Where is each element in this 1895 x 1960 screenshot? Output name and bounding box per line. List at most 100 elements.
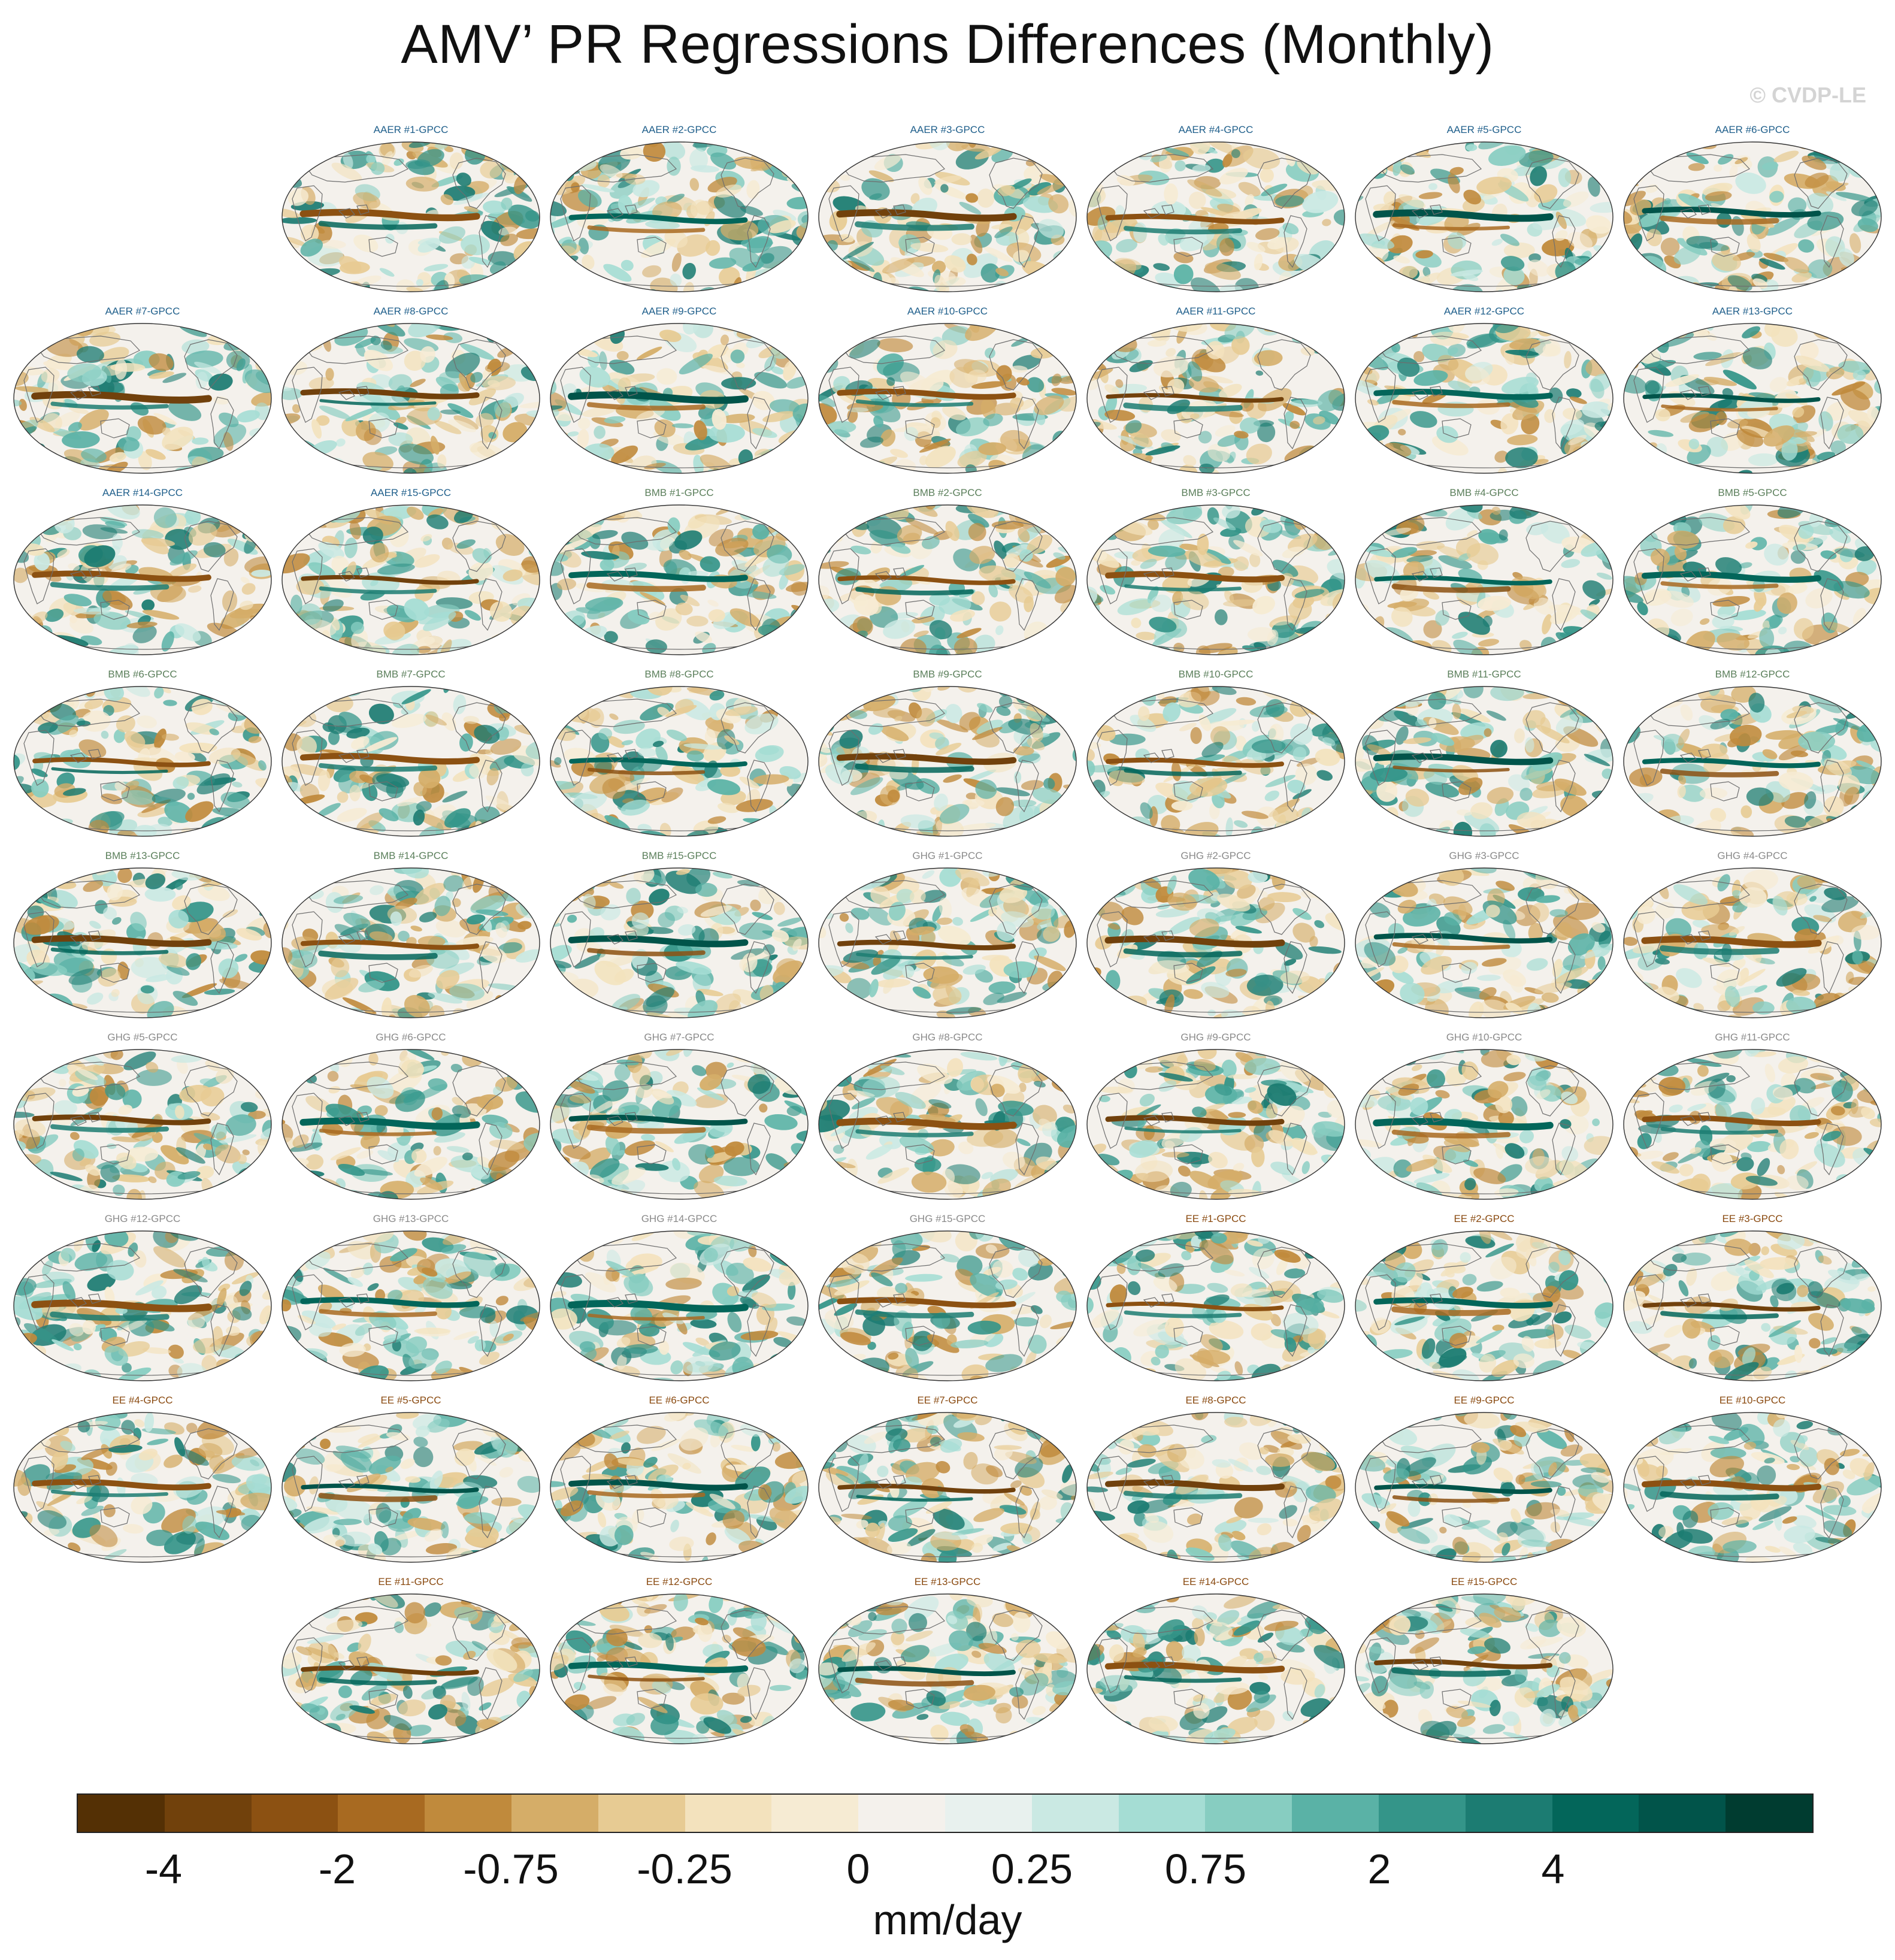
precip-regression-map: [818, 504, 1077, 655]
map-panel: AAER #12-GPCC: [1352, 305, 1616, 479]
precip-regression-map: [281, 504, 540, 655]
panel-label: GHG #3-GPCC: [1449, 850, 1519, 861]
map-panel: GHG #13-GPCC: [279, 1212, 543, 1386]
precip-regression-map: [1623, 1230, 1882, 1381]
colorbar-box: [1465, 1795, 1552, 1832]
panel-label: GHG #15-GPCC: [909, 1213, 986, 1224]
panel-label: BMB #8-GPCC: [644, 669, 714, 680]
precip-regression-map: [550, 1049, 809, 1200]
map-panel: BMB #13-GPCC: [11, 849, 274, 1023]
colorbar-tick-label: 4: [1541, 1846, 1565, 1892]
colorbar: [77, 1793, 1814, 1833]
map-panel: BMB #1-GPCC: [547, 486, 811, 660]
precip-regression-map: [281, 141, 540, 292]
map-panel: BMB #7-GPCC: [279, 668, 543, 842]
panel-label: AAER #9-GPCC: [641, 306, 717, 317]
map-panel: GHG #3-GPCC: [1352, 849, 1616, 1023]
precip-regression-map: [1086, 1593, 1345, 1744]
map-panel: AAER #13-GPCC: [1621, 305, 1884, 479]
map-panel: EE #9-GPCC: [1352, 1394, 1616, 1568]
panel-label: EE #12-GPCC: [646, 1576, 713, 1587]
map-panel: BMB #2-GPCC: [816, 486, 1079, 660]
precip-regression-map: [13, 1230, 272, 1381]
panel-label: BMB #4-GPCC: [1449, 487, 1519, 498]
precip-regression-map: [550, 504, 809, 655]
colorbar-box: [1378, 1795, 1466, 1832]
map-panel: BMB #10-GPCC: [1084, 668, 1348, 842]
map-panel-grid: AAER #1-GPCC AAER #2-GPCC AAER #3-GPCC AAER…: [11, 123, 1884, 1749]
chart-title: AMV’ PR Regressions Differences (Monthly…: [401, 14, 1494, 75]
panel-label: GHG #6-GPCC: [376, 1032, 446, 1043]
precip-regression-map: [13, 1412, 272, 1563]
map-panel: EE #4-GPCC: [11, 1394, 274, 1568]
panel-label: AAER #14-GPCC: [102, 487, 183, 498]
panel-label: AAER #10-GPCC: [907, 306, 988, 317]
precip-regression-map: [281, 1593, 540, 1744]
panel-label: EE #6-GPCC: [649, 1395, 710, 1406]
panel-label: EE #7-GPCC: [917, 1395, 978, 1406]
map-panel: GHG #11-GPCC: [1621, 1031, 1884, 1205]
colorbar-tick-label: -4: [144, 1846, 183, 1892]
panel-label: GHG #5-GPCC: [107, 1032, 178, 1043]
precip-regression-map: [281, 323, 540, 474]
panel-label: EE #2-GPCC: [1454, 1213, 1515, 1224]
panel-label: BMB #10-GPCC: [1178, 669, 1254, 680]
precip-regression-map: [1623, 686, 1882, 837]
map-panel: GHG #2-GPCC: [1084, 849, 1348, 1023]
map-panel: AAER #9-GPCC: [547, 305, 811, 479]
panel-label: BMB #13-GPCC: [105, 850, 180, 861]
colorbar-box: [164, 1795, 252, 1832]
precip-regression-map: [1355, 686, 1614, 837]
precip-regression-map: [1355, 323, 1614, 474]
map-panel: EE #14-GPCC: [1084, 1575, 1348, 1749]
precip-regression-map: [1086, 141, 1345, 292]
map-panel: GHG #4-GPCC: [1621, 849, 1884, 1023]
colorbar-box: [338, 1795, 425, 1832]
precip-regression-map: [1355, 141, 1614, 292]
colorbar-units-label: mm/day: [873, 1897, 1022, 1943]
map-panel: AAER #4-GPCC: [1084, 123, 1348, 297]
panel-label: GHG #7-GPCC: [644, 1032, 715, 1043]
colorbar-box: [685, 1795, 772, 1832]
colorbar-tick-label: -0.75: [463, 1846, 559, 1892]
panel-label: GHG #13-GPCC: [373, 1213, 449, 1224]
copyright-notice: © CVDP-LE: [1749, 83, 1866, 107]
map-panel: GHG #5-GPCC: [11, 1031, 274, 1205]
colorbar-box: [1639, 1795, 1726, 1832]
panel-label: AAER #15-GPCC: [370, 487, 452, 498]
colorbar-box: [1031, 1795, 1119, 1832]
map-panel: EE #1-GPCC: [1084, 1212, 1348, 1386]
precip-regression-map: [1086, 867, 1345, 1018]
map-panel: EE #2-GPCC: [1352, 1212, 1616, 1386]
map-panel: BMB #14-GPCC: [279, 849, 543, 1023]
precip-regression-map: [818, 867, 1077, 1018]
precip-regression-map: [550, 867, 809, 1018]
panel-label: AAER #1-GPCC: [373, 124, 449, 135]
precip-regression-map: [1623, 323, 1882, 474]
map-panel: EE #5-GPCC: [279, 1394, 543, 1568]
map-panel: AAER #1-GPCC: [279, 123, 543, 297]
precip-regression-map: [550, 1593, 809, 1744]
panel-label: AAER #7-GPCC: [105, 306, 180, 317]
precip-regression-map: [818, 1049, 1077, 1200]
map-panel: BMB #3-GPCC: [1084, 486, 1348, 660]
panel-label: GHG #1-GPCC: [912, 850, 983, 861]
precip-regression-map: [1623, 504, 1882, 655]
precip-regression-map: [1355, 1412, 1614, 1563]
map-panel: GHG #6-GPCC: [279, 1031, 543, 1205]
panel-label: EE #9-GPCC: [1454, 1395, 1515, 1406]
map-panel: GHG #14-GPCC: [547, 1212, 811, 1386]
precip-regression-map: [1355, 867, 1614, 1018]
colorbar-tick-label: 0.75: [1164, 1846, 1247, 1892]
precip-regression-map: [818, 323, 1077, 474]
panel-label: EE #15-GPCC: [1451, 1576, 1518, 1587]
map-panel: AAER #10-GPCC: [816, 305, 1079, 479]
panel-label: BMB #5-GPCC: [1718, 487, 1787, 498]
map-panel: AAER #2-GPCC: [547, 123, 811, 297]
precip-regression-map: [1355, 504, 1614, 655]
colorbar-box: [1118, 1795, 1206, 1832]
map-panel: AAER #11-GPCC: [1084, 305, 1348, 479]
precip-regression-map: [550, 141, 809, 292]
precip-regression-map: [818, 1593, 1077, 1744]
precip-regression-map: [1086, 323, 1345, 474]
